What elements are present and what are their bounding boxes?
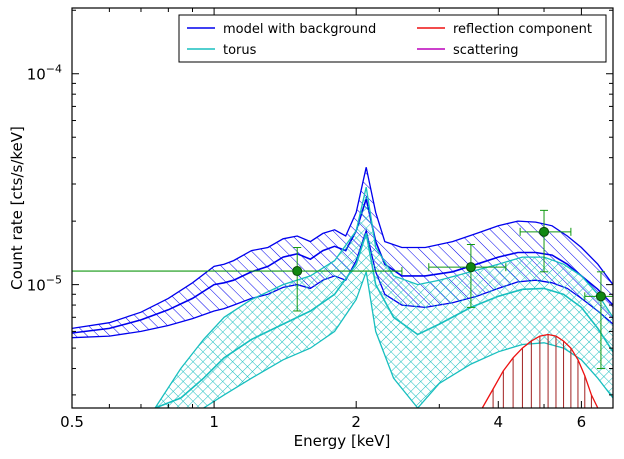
legend-label: model with background (223, 22, 376, 37)
x-tick-label: 1 (209, 413, 219, 431)
legend-label: reflection component (453, 22, 592, 37)
y-axis-label: Count rate [cts/s/keV] (8, 126, 26, 290)
plot-area (72, 167, 613, 408)
line-torus-lower (203, 271, 613, 408)
x-tick-label: 4 (494, 413, 504, 431)
x-tick-label: 2 (351, 413, 361, 431)
data-point (595, 291, 606, 302)
hatch-reflection (492, 334, 592, 408)
axes-frame (71, 7, 614, 409)
line-torus-upper (154, 186, 613, 408)
data-point-group (72, 246, 403, 312)
y-tick-exponent: −5 (46, 274, 62, 287)
line-model-upper (72, 167, 613, 330)
axis-ticks: 0.5 1 2 4 6 10−5 10−4 (27, 8, 614, 431)
x-axis-label: Energy [keV] (294, 432, 391, 450)
line-reflection (481, 333, 599, 408)
data-point (539, 226, 550, 237)
x-tick-label: 0.5 (60, 413, 84, 431)
band-torus (155, 187, 613, 408)
data-point (292, 266, 303, 277)
data-point-group (519, 209, 572, 273)
legend-box (178, 14, 607, 63)
x-tick-label: 6 (577, 413, 587, 431)
y-tick-exponent: −4 (46, 63, 62, 76)
data-point-group (428, 243, 507, 308)
y-tick-label: 10−5 (27, 274, 62, 295)
data-point-group (584, 271, 613, 370)
legend-label: torus (223, 43, 257, 58)
line-torus-center (154, 233, 613, 408)
y-tick-label: 10−4 (27, 63, 62, 84)
legend-label: scattering (453, 43, 519, 58)
data-point (465, 262, 476, 273)
legend: model with background torus reflection com… (178, 14, 607, 63)
